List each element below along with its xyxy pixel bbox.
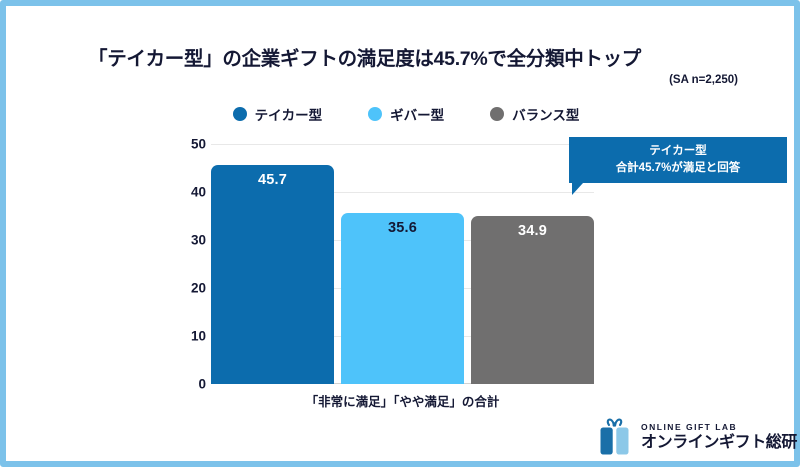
legend-label: テイカー型 [254,108,323,123]
brand-logo: ONLINE GIFT LAB オンラインギフト総研 [598,418,797,456]
chart-subtitle: (SA n=2,250) [669,74,738,86]
y-axis-tick-label: 50 [190,136,206,152]
y-axis-tick-label: 40 [190,184,206,200]
callout-line-2: 合計45.7%が満足と回答 [615,161,741,174]
chart-canvas: 「テイカー型」の企業ギフトの満足度は45.7%で全分類中トップ (SA n=2,… [6,6,797,461]
title-block: 「テイカー型」の企業ギフトの満足度は45.7%で全分類中トップ (SA n=2,… [88,42,740,86]
bar-value-label: 35.6 [387,220,418,237]
legend-label: ギバー型 [390,108,445,123]
legend-item-giver: ギバー型 [368,104,444,124]
callout-box: テイカー型 合計45.7%が満足と回答 [569,137,787,183]
bar-value-label: 45.7 [257,171,288,188]
gift-box-icon [600,418,629,455]
legend-swatch-icon [490,107,505,121]
bar-ギバー型[interactable]: 35.6 [341,213,464,384]
logo-en-text: ONLINE GIFT LAB [641,422,738,433]
bar-value-label: 34.9 [517,223,548,240]
callout-line-1: テイカー型 [649,144,707,157]
logo-jp-text: オンラインギフト総研 [641,433,798,451]
legend-swatch-icon [232,107,247,121]
y-axis-tick-label: 30 [190,232,206,248]
gridline [211,192,594,193]
page-title: 「テイカー型」の企業ギフトの満足度は45.7%で全分類中トップ [88,48,641,70]
legend-item-taker: テイカー型 [232,104,323,124]
bar-バランス型[interactable]: 34.9 [471,216,594,384]
y-axis-tick-label: 10 [190,328,206,344]
y-axis: 0 10 20 30 40 50 [174,137,206,392]
chart-legend: テイカー型 ギバー型 バランス型 [6,104,800,124]
bar-テイカー型[interactable]: 45.7 [211,164,334,384]
x-axis-label: 「非常に満足」「やや満足」の合計 [305,395,500,409]
legend-item-balance: バランス型 [490,104,579,124]
y-axis-tick-label: 20 [190,280,206,296]
callout-tail-icon [572,183,583,195]
legend-swatch-icon [368,107,383,121]
legend-label: バランス型 [512,108,580,123]
gridline [211,144,594,145]
logo-text: ONLINE GIFT LAB オンラインギフト総研 [641,423,797,451]
plot-area: 45.7 35.6 34.9 [211,144,594,384]
bar-series: 45.7 35.6 34.9 [211,144,594,384]
y-axis-tick-label: 0 [198,376,206,392]
